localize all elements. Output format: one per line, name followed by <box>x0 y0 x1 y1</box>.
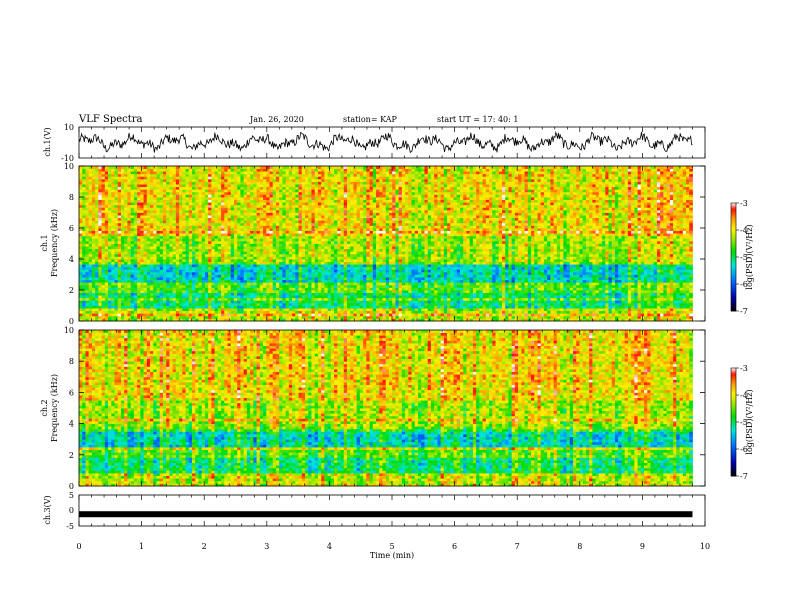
time-tick-label: 1 <box>139 542 144 551</box>
spec-ytick-label: 2 <box>69 451 74 460</box>
time-tick-label: 3 <box>264 542 269 551</box>
spec-ytick-label: 0 <box>69 482 74 491</box>
figure-title: VLF Spectra <box>78 114 143 125</box>
ch1-ylabel: ch.1(V) <box>43 127 52 156</box>
start-time-label: start UT = 17: 40: 1 <box>437 115 518 124</box>
time-axis-ticks <box>78 127 706 526</box>
colorbar-tick-label: -4 <box>740 226 748 235</box>
time-tick-label: 7 <box>515 542 520 551</box>
colorbar-tick-label: -7 <box>740 472 748 481</box>
ch1-spec-channel-label: ch.1 <box>40 234 49 251</box>
ch1-spectrogram-image <box>79 166 693 322</box>
colorbar-tick-label: -3 <box>740 199 748 208</box>
ch3-ytick-bottom: -5 <box>66 522 74 531</box>
time-tick-label: 2 <box>202 542 207 551</box>
time-axis-label: Time (min) <box>370 551 414 560</box>
ch1-waveform-panel: 10 -10 ch.1(V) <box>43 123 706 163</box>
time-tick-label: 5 <box>389 542 394 551</box>
ch1-spectrogram-yticks: 0 2 4 6 8 10 <box>64 162 705 326</box>
colorbar-tick-label: -7 <box>740 307 748 316</box>
spec-ytick-label: 2 <box>69 286 74 295</box>
spec-ytick-label: 6 <box>69 388 74 397</box>
colorbar-label: log(PSD)(V²/Hz) <box>745 389 754 454</box>
colorbar-tick-label: -5 <box>740 418 748 427</box>
spec-ytick-label: 10 <box>64 162 74 171</box>
time-tick-label: 8 <box>577 542 582 551</box>
ch1-colorbar: -3 -4 -5 -6 -7 log(PSD)(V²/Hz) <box>730 199 754 316</box>
time-tick-label: 6 <box>452 542 457 551</box>
ch3-ytick-mid: 0 <box>69 506 74 515</box>
spec-ytick-label: 4 <box>69 420 74 429</box>
ch2-colorbar: -3 -4 -5 -6 -7 log(PSD)(V²/Hz) <box>730 364 754 481</box>
colorbar-tick-label: -6 <box>740 280 748 289</box>
spec-ytick-label: 8 <box>69 193 74 202</box>
ch2-spec-channel-label: ch.2 <box>40 399 49 416</box>
ch1-waveform-line <box>78 130 693 154</box>
ch2-spectrogram-image <box>79 330 693 487</box>
ch1-ytick-bottom: -10 <box>61 154 74 163</box>
time-tick-label: 0 <box>76 542 81 551</box>
colorbar-tick-label: -5 <box>740 253 748 262</box>
colorbar-tick-label: -4 <box>740 391 748 400</box>
ch2-spec-freq-label: Frequency (kHz) <box>50 374 59 442</box>
ch1-spectrogram-panel: 0 2 4 6 8 10 ch.1 Frequency (kHz) -3 -4 -5 -6 -7 l… <box>40 162 754 326</box>
spec-ytick-label: 6 <box>69 224 74 233</box>
ch3-waveform-panel: 5 0 -5 ch.3(V) <box>43 491 706 531</box>
ch1-ytick-top: 10 <box>64 123 74 132</box>
time-tick-label: 10 <box>700 542 710 551</box>
time-axis-tick-labels: 0 1 2 3 4 5 6 7 8 9 10 <box>76 542 710 551</box>
ch1-spec-freq-label: Frequency (kHz) <box>50 209 59 277</box>
date-label: Jan. 26, 2020 <box>249 115 304 124</box>
ch3-waveform-line <box>79 511 693 518</box>
ch3-ytick-top: 5 <box>69 491 74 500</box>
spec-ytick-label: 0 <box>69 317 74 326</box>
spec-ytick-label: 10 <box>64 326 74 335</box>
ch2-spectrogram-yticks: 0 2 4 6 8 10 <box>64 326 705 491</box>
time-tick-label: 9 <box>640 542 645 551</box>
spec-ytick-label: 4 <box>69 255 74 264</box>
colorbar-tick-label: -6 <box>740 445 748 454</box>
colorbar-label: log(PSD)(V²/Hz) <box>745 224 754 289</box>
ch3-ylabel: ch.3(V) <box>43 495 52 524</box>
ch2-spectrogram-panel: 0 2 4 6 8 10 ch.2 Frequency (kHz) -3 -4 -5 -6 -7 l… <box>40 326 754 491</box>
spec-ytick-label: 8 <box>69 357 74 366</box>
colorbar-tick-label: -3 <box>740 364 748 373</box>
station-label: station= KAP <box>343 115 398 124</box>
time-tick-label: 4 <box>327 542 332 551</box>
